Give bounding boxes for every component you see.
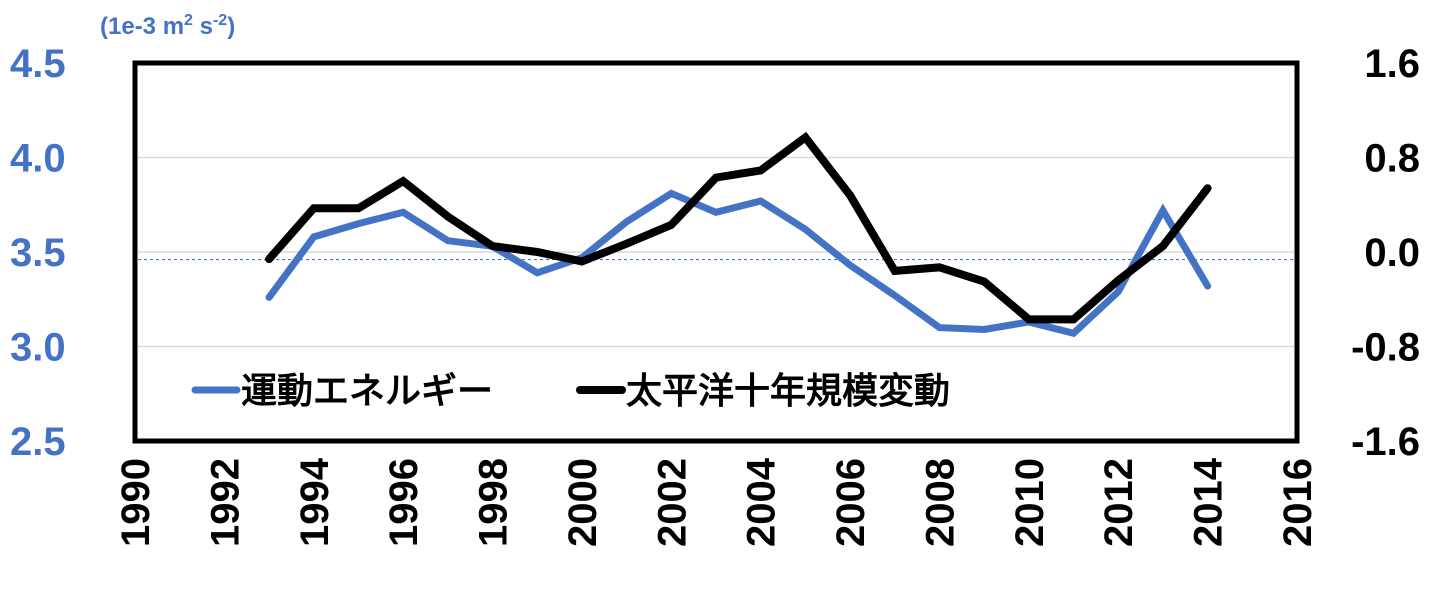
series-line-2: [265, 131, 1212, 324]
x-tick-label: 1994: [293, 457, 337, 547]
left-tick-label: 3.5: [10, 231, 66, 275]
x-tick-label: 2010: [1008, 458, 1052, 547]
right-tick-label: -1.6: [1351, 420, 1420, 464]
right-tick-label: 1.6: [1364, 42, 1420, 86]
x-tick-label: 2008: [918, 458, 962, 547]
right-axis-ticks: 1.6 0.8 0.0 -0.8 -1.6: [1351, 42, 1420, 464]
left-tick-label: 4.0: [10, 137, 66, 181]
series-line-1: [265, 189, 1212, 338]
x-tick-label: 2016: [1276, 458, 1320, 547]
left-axis-ticks: 4.5 4.0 3.5 3.0 2.5: [10, 42, 66, 464]
plot-frame: [132, 60, 1300, 444]
legend: 運動エネルギー 太平洋十年規模変動: [191, 370, 950, 412]
x-tick-label: 2002: [650, 458, 694, 547]
x-tick-label: 2000: [561, 458, 605, 547]
left-axis-unit-label: (1e-3 m2 s-2): [100, 12, 235, 40]
left-tick-label: 2.5: [10, 420, 66, 464]
x-tick-label: 1998: [472, 458, 516, 547]
series-layer: [265, 131, 1212, 338]
x-tick-label: 1992: [203, 458, 247, 547]
x-tick-label: 1996: [382, 458, 426, 547]
gridlines: [135, 156, 1297, 348]
right-tick-label: 0.0: [1364, 231, 1420, 275]
left-tick-label: 3.0: [10, 326, 66, 370]
legend-label-2: 太平洋十年規模変動: [626, 370, 950, 412]
x-tick-label: 2014: [1187, 457, 1231, 547]
right-tick-label: -0.8: [1351, 326, 1420, 370]
x-tick-label: 2006: [829, 458, 873, 547]
right-tick-label: 0.8: [1364, 137, 1420, 181]
x-axis-ticks: 1990 1992 1994 1996 1998 2000 2002 2004 2006 2008…: [114, 457, 1320, 547]
left-tick-label: 4.5: [10, 42, 66, 86]
legend-label-1: 運動エネルギー: [241, 371, 493, 412]
x-tick-label: 1990: [114, 458, 158, 547]
x-tick-label: 2012: [1097, 458, 1141, 547]
x-tick-label: 2004: [740, 457, 784, 547]
